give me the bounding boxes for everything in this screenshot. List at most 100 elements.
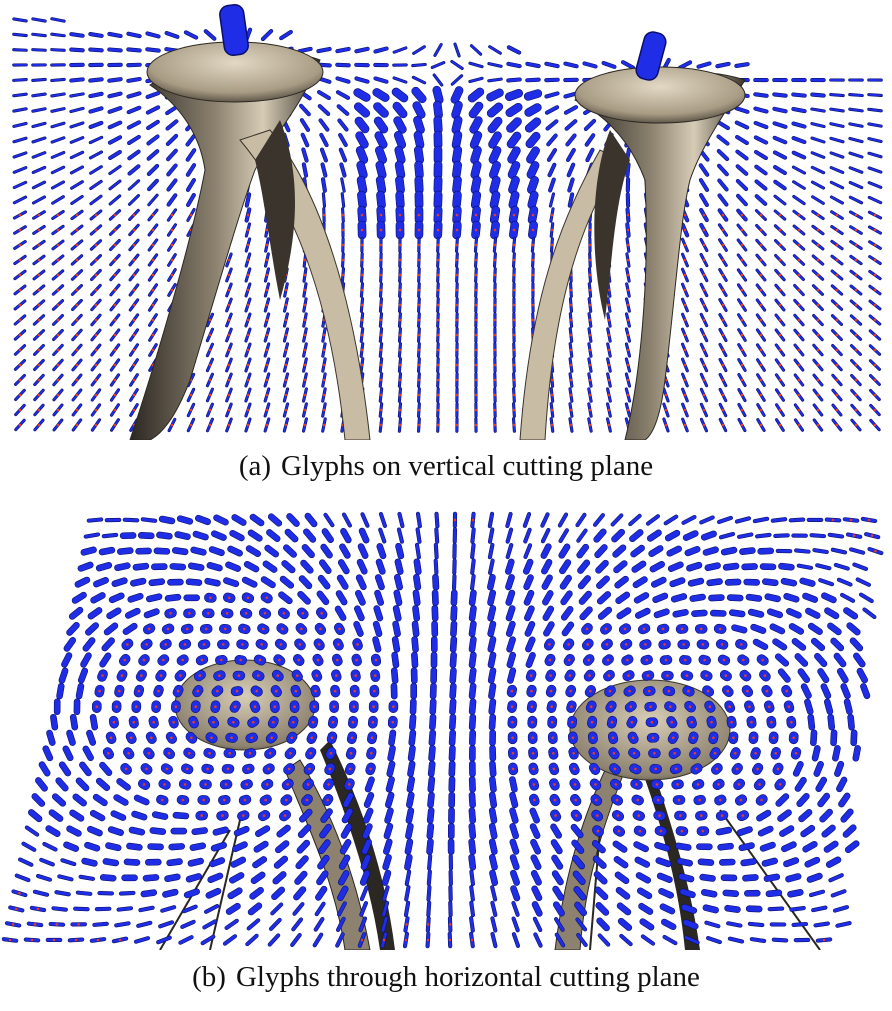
tensor-glyph — [313, 917, 325, 932]
glyph-center-dot — [265, 783, 269, 786]
glyph-center-dot — [568, 658, 571, 662]
glyph-center-dot — [284, 363, 288, 367]
tensor-glyph — [829, 180, 845, 190]
glyph-center-dot — [553, 798, 557, 802]
tensor-glyph — [525, 652, 536, 668]
glyph-center-dot — [151, 303, 155, 307]
tensor-glyph — [505, 511, 513, 529]
glyph-center-dot — [816, 348, 820, 352]
tensor-glyph — [834, 760, 845, 777]
tensor-glyph — [593, 871, 608, 885]
tensor-glyph — [145, 858, 162, 866]
tensor-glyph — [391, 636, 401, 653]
tensor-glyph — [165, 133, 179, 147]
glyph-center-dot — [163, 783, 166, 786]
glyph-center-dot — [721, 288, 725, 292]
glyph-center-dot — [348, 783, 351, 786]
tensor-glyph — [468, 729, 477, 747]
tensor-glyph — [35, 873, 52, 882]
tensor-glyph — [88, 120, 104, 130]
glyph-center-dot — [797, 408, 801, 412]
tensor-glyph — [630, 544, 645, 558]
glyph-center-dot — [588, 378, 592, 382]
tensor-glyph — [145, 31, 161, 39]
tensor-glyph — [772, 638, 788, 651]
glyph-center-dot — [360, 333, 364, 337]
glyph-center-dot — [759, 393, 763, 397]
glyph-center-dot — [227, 348, 231, 352]
tensor-glyph — [411, 75, 427, 85]
tensor-glyph — [117, 547, 134, 555]
tensor-glyph — [204, 577, 221, 587]
glyph-center-dot — [742, 658, 745, 662]
glyph-center-dot — [683, 288, 687, 292]
glyph-center-dot — [218, 674, 221, 677]
tensor-glyph — [592, 513, 605, 527]
tensor-glyph — [148, 578, 166, 587]
glyph-center-dot — [721, 363, 725, 367]
tensor-glyph — [506, 45, 522, 55]
glyph-center-dot — [735, 767, 739, 771]
tensor-glyph — [414, 542, 421, 560]
glyph-center-dot — [550, 243, 554, 247]
glyph-center-dot — [18, 228, 22, 232]
tensor-glyph — [412, 605, 421, 622]
glyph-center-dot — [244, 612, 248, 615]
glyph-center-dot — [341, 228, 345, 232]
glyph-center-dot — [664, 408, 668, 412]
glyph-center-dot — [332, 705, 336, 708]
tensor-glyph — [293, 886, 307, 901]
tensor-glyph — [658, 887, 674, 899]
tensor-glyph — [532, 916, 543, 933]
tensor-glyph — [833, 652, 847, 668]
tensor-glyph — [597, 606, 613, 620]
tensor-glyph — [717, 515, 733, 525]
tensor-glyph — [783, 857, 800, 868]
tensor-glyph — [856, 667, 868, 684]
tensor-glyph — [560, 590, 573, 606]
glyph-center-dot — [398, 363, 402, 367]
strand-2 — [209, 819, 241, 950]
glyph-center-dot — [740, 213, 744, 217]
tensor-glyph — [791, 165, 807, 175]
tensor-glyph — [527, 175, 539, 195]
tensor-glyph — [846, 622, 861, 636]
tensor-glyph — [212, 826, 229, 836]
glyph-center-dot — [379, 273, 383, 277]
tensor-glyph — [827, 532, 845, 539]
glyph-center-dot — [816, 423, 820, 427]
tensor-glyph — [700, 889, 718, 898]
glyph-center-dot — [360, 258, 364, 262]
tensor-glyph — [769, 922, 787, 927]
tensor-glyph — [166, 193, 178, 207]
tensor-glyph — [171, 547, 189, 556]
tensor-glyph — [488, 807, 498, 824]
tensor-glyph — [855, 577, 872, 587]
tensor-glyph — [551, 854, 564, 870]
tensor-glyph — [489, 776, 497, 793]
tensor-glyph — [321, 528, 334, 544]
glyph-center-dot — [511, 736, 514, 740]
tensor-glyph — [726, 921, 743, 928]
glyph-center-dot — [512, 213, 516, 217]
glyph-center-dot — [606, 658, 610, 662]
tensor-glyph — [717, 178, 729, 192]
glyph-center-dot — [298, 643, 302, 646]
tensor-glyph — [232, 841, 248, 853]
glyph-center-dot — [721, 318, 725, 322]
tensor-glyph — [207, 872, 224, 884]
glyph-center-dot — [398, 258, 402, 262]
glyph-center-dot — [222, 643, 225, 646]
tensor-glyph — [773, 194, 787, 206]
glyph-center-dot — [797, 303, 801, 307]
tensor-glyph — [31, 121, 47, 129]
tensor-glyph — [531, 885, 543, 902]
tensor-glyph — [843, 698, 853, 715]
tensor-glyph — [805, 607, 821, 619]
glyph-center-dot — [248, 752, 252, 755]
glyph-center-dot — [778, 363, 782, 367]
glyph-center-dot — [303, 363, 307, 367]
tensor-glyph — [126, 31, 142, 39]
glyph-center-dot — [573, 767, 576, 771]
glyph-center-dot — [170, 288, 174, 292]
